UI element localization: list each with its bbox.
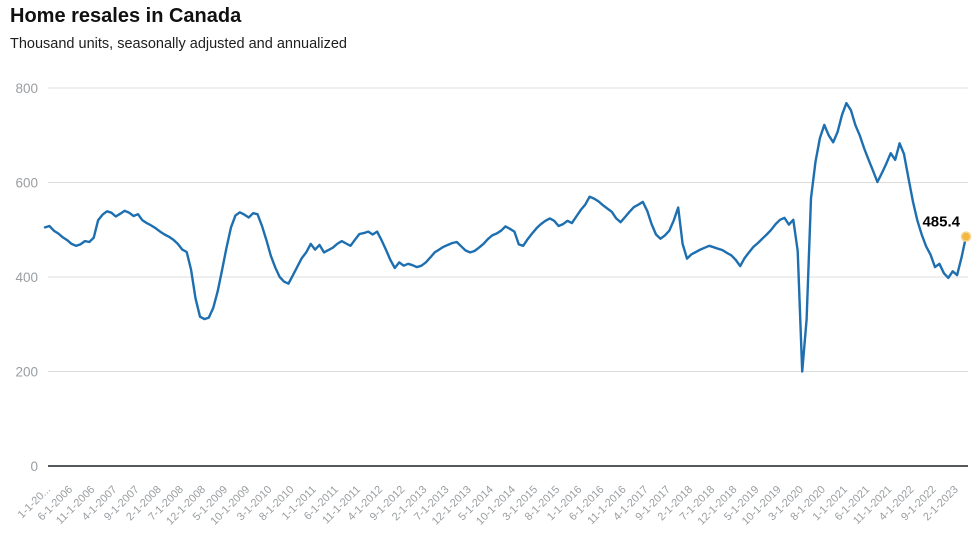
y-tick-label: 200 (15, 365, 38, 380)
chart-subtitle: Thousand units, seasonally adjusted and … (10, 36, 347, 52)
series-line (43, 101, 968, 373)
y-tick-label: 0 (30, 459, 38, 474)
chart-title: Home resales in Canada (10, 5, 242, 27)
y-tick-label: 400 (15, 270, 38, 285)
y-tick-label: 600 (15, 176, 38, 191)
latest-value-label: 485.4 (922, 214, 960, 231)
y-tick-label: 800 (15, 81, 38, 96)
latest-point-marker (960, 231, 972, 242)
